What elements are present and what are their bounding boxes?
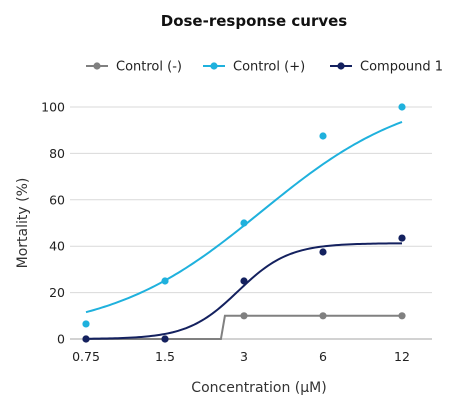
fit-curves: [85, 120, 403, 340]
data-points: [82, 103, 406, 343]
y-axis-label: Mortality (%): [15, 178, 31, 269]
data-point-series-2: [82, 320, 90, 328]
x-tick-label: 1.5: [155, 349, 175, 364]
legend-label-1: Control (-): [116, 60, 182, 75]
x-tick-label: 0.75: [72, 349, 100, 364]
data-point-series-3: [161, 335, 169, 343]
fit-curve-1: [86, 314, 402, 340]
y-tick-label: 60: [49, 192, 65, 207]
data-point-series-2: [319, 132, 327, 140]
gridlines: [70, 106, 432, 340]
fit-curve-3: [85, 242, 403, 340]
data-point-series-1: [319, 312, 327, 320]
y-tick-label: 40: [49, 239, 65, 254]
data-point-series-1: [240, 312, 248, 320]
y-tick-label: 20: [49, 285, 65, 300]
data-point-series-2: [161, 277, 169, 285]
y-tick-label: 0: [57, 332, 65, 347]
legend-label-3: Compound 1: [360, 60, 443, 75]
data-point-series-3: [240, 277, 248, 285]
x-tick-label: 3: [240, 349, 248, 364]
data-point-series-3: [82, 335, 90, 343]
legend-label-2: Control (+): [233, 60, 305, 75]
data-point-series-3: [319, 248, 327, 256]
chart-title: Dose-response curves: [161, 12, 348, 30]
legend-marker-3: [337, 62, 345, 70]
x-tick-label: 6: [319, 349, 327, 364]
y-axis-ticks: 0 20 40 60 80 100: [41, 100, 65, 347]
data-point-series-2: [398, 103, 406, 111]
x-tick-label: 12: [394, 349, 410, 364]
data-point-series-3: [398, 234, 406, 242]
legend-marker-1: [93, 62, 101, 70]
y-tick-label: 100: [41, 100, 65, 115]
data-point-series-2: [240, 219, 248, 227]
legend: Control (-) Control (+) Compound 1: [86, 60, 443, 75]
legend-marker-2: [210, 62, 218, 70]
x-axis-ticks: 0.75 1.5 3 6 12: [72, 349, 410, 364]
data-point-series-1: [398, 312, 406, 320]
y-tick-label: 80: [49, 146, 65, 161]
x-axis-label: Concentration (μM): [191, 380, 326, 396]
